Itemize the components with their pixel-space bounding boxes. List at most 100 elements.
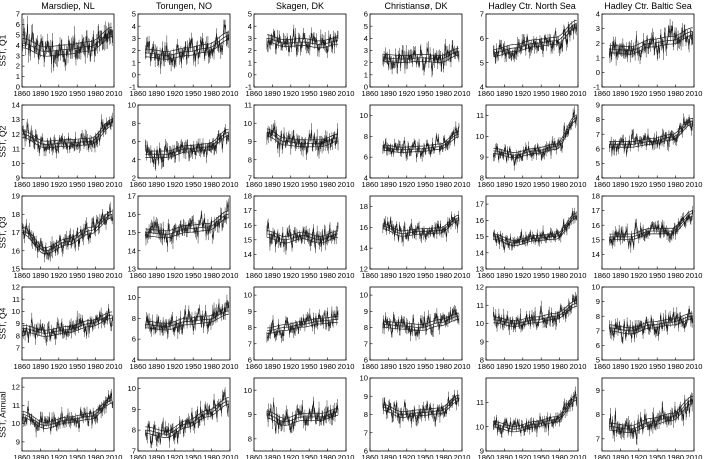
y-tick-label: 14 <box>360 244 368 253</box>
panel: 4 5 6 7 8 9 1860 1890 1920 1950 1980 2010 <box>594 101 703 189</box>
trend-band-line <box>22 125 113 149</box>
trend-band-line <box>266 236 339 244</box>
panel: 4 6 8 10 1860 1890 1920 1950 1980 2010 <box>360 104 471 189</box>
y-tick-label: 10 <box>128 101 136 110</box>
panel-frame <box>137 286 231 361</box>
y-tick-label: -1 <box>593 83 600 92</box>
y-tick-label: 2 <box>596 39 600 48</box>
y-tick-label: 6 <box>596 341 600 350</box>
trend-line <box>266 37 339 45</box>
x-tick-label: 1920 <box>514 362 531 371</box>
x-tick-label: 1980 <box>435 180 452 189</box>
x-tick-label: 1920 <box>514 271 531 280</box>
y-tick-label: 10 <box>476 132 484 141</box>
y-tick-label: 11 <box>12 144 20 153</box>
x-tick-label: 1980 <box>667 271 684 280</box>
x-tick-label: 1920 <box>282 180 299 189</box>
y-tick-label: 7 <box>596 326 600 335</box>
x-tick-label: 1950 <box>69 89 86 98</box>
x-tick-label: 1980 <box>435 362 452 371</box>
x-tick-label: 1950 <box>301 271 318 280</box>
y-tick-label: 15 <box>476 232 484 241</box>
x-tick-label: 2010 <box>570 271 587 280</box>
trend-band-line <box>609 27 693 48</box>
trend-line <box>145 213 229 235</box>
x-tick-label: 1860 <box>362 180 379 189</box>
y-tick-label: 9 <box>16 319 20 328</box>
trend-line <box>493 397 577 430</box>
y-tick-label: 0 <box>16 83 20 92</box>
column-title: Hadley Ctr. North Sea <box>488 1 576 11</box>
trend-band-line <box>266 321 339 335</box>
y-tick-label: 10 <box>360 291 368 300</box>
y-tick-label: 4 <box>364 34 368 43</box>
x-tick-label: 1890 <box>264 180 281 189</box>
trend-band-line <box>22 317 113 337</box>
x-tick-label: 2010 <box>686 180 703 189</box>
x-tick-label: 1920 <box>166 271 183 280</box>
x-tick-label: 2010 <box>338 271 355 280</box>
y-tick-label: 10 <box>360 111 368 120</box>
y-tick-label: -1 <box>245 83 252 92</box>
x-tick-label: 2010 <box>454 362 471 371</box>
x-tick-label: 1860 <box>478 180 495 189</box>
y-tick-label: 4 <box>16 41 20 50</box>
x-tick-label: 1920 <box>630 453 647 459</box>
y-tick-label: 11 <box>12 401 20 410</box>
x-tick-label: 2010 <box>570 180 587 189</box>
x-tick-label: 1920 <box>630 89 647 98</box>
x-tick-label: 2010 <box>222 89 239 98</box>
y-tick-label: 5 <box>248 10 252 19</box>
y-tick-label: 8 <box>596 410 600 419</box>
y-tick-label: 6 <box>16 20 20 29</box>
trend-line <box>22 31 113 52</box>
x-tick-label: 1950 <box>301 180 318 189</box>
panel: 0 1 2 3 4 5 6 1860 1890 1920 1950 1980 2010 <box>362 10 471 98</box>
trend-line <box>493 215 577 244</box>
x-tick-label: 1860 <box>246 362 263 371</box>
panel-frame <box>21 286 115 361</box>
y-tick-label: 8 <box>16 331 20 340</box>
x-tick-label: 1980 <box>203 453 220 459</box>
trend-band-line <box>145 128 229 152</box>
y-tick-label: 17 <box>128 192 136 201</box>
row-label: SST, Q3 <box>0 216 8 248</box>
y-tick-label: 16 <box>476 216 484 225</box>
y-tick-label: 3 <box>596 24 600 33</box>
x-tick-label: 1980 <box>87 89 104 98</box>
panel: 8 9 10 11 12 1860 1890 1920 1950 1980 2010 <box>476 283 587 371</box>
x-tick-label: 2010 <box>686 453 703 459</box>
x-tick-label: 2010 <box>454 180 471 189</box>
trend-line <box>493 23 577 54</box>
x-tick-label: 1950 <box>69 362 86 371</box>
observed-series-line <box>609 25 693 59</box>
y-tick-label: 9 <box>480 337 484 346</box>
y-tick-label: 7 <box>248 174 252 183</box>
panel-frame <box>369 104 463 179</box>
trend-band-line <box>266 230 339 237</box>
trend-line <box>493 117 577 156</box>
x-tick-label: 1950 <box>301 89 318 98</box>
x-tick-label: 2010 <box>570 453 587 459</box>
panel: 4 5 6 7 1860 1890 1920 1950 1980 2010 <box>478 10 587 98</box>
observed-series-line <box>382 393 460 424</box>
trend-band-line <box>493 212 577 241</box>
x-tick-label: 1920 <box>398 362 415 371</box>
x-tick-label: 1950 <box>649 453 666 459</box>
x-tick-label: 1890 <box>32 453 49 459</box>
panel: 0 12 34 567 1860 1890 1920 1950 1980 2010 <box>14 10 123 98</box>
y-tick-label: 12 <box>12 383 20 392</box>
y-tick-label: 2 <box>16 62 20 71</box>
panel: 6 7 8 9 10 1860 1890 1920 1950 1980 2010 <box>360 286 471 371</box>
y-tick-label: 9 <box>480 153 484 162</box>
observed-series-line <box>145 300 230 335</box>
trend-band-line <box>22 311 113 331</box>
panel-frame <box>485 104 579 179</box>
x-tick-label: 1890 <box>380 89 397 98</box>
x-tick-label: 2010 <box>222 180 239 189</box>
y-tick-label: 1 <box>248 58 252 67</box>
y-tick-label: 13 <box>476 265 484 274</box>
observed-series-line <box>493 296 578 330</box>
x-tick-label: 1980 <box>203 89 220 98</box>
